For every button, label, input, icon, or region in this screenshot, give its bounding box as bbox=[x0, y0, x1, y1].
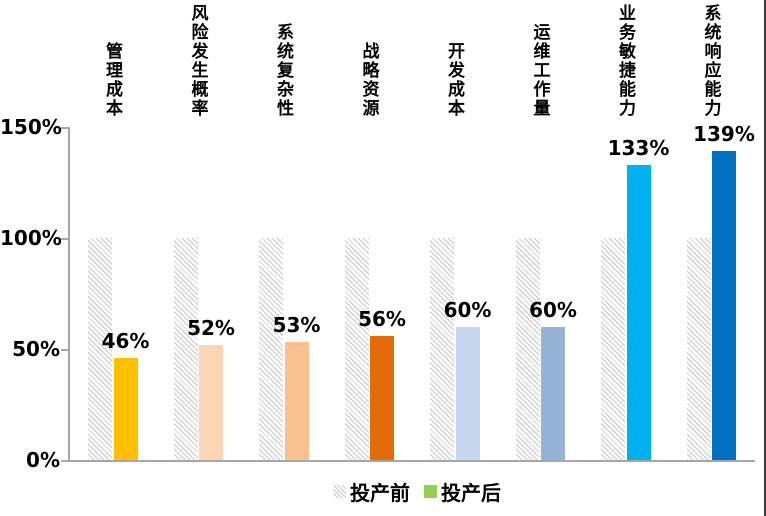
bar-after bbox=[284, 342, 309, 460]
data-label: 60% bbox=[443, 297, 492, 322]
data-label: 139% bbox=[693, 122, 755, 147]
bar-before bbox=[686, 238, 711, 460]
bar-after bbox=[113, 357, 138, 460]
bar-before bbox=[259, 238, 283, 460]
data-label: 52% bbox=[187, 315, 235, 340]
category-label: 风险发生概率 bbox=[187, 4, 208, 118]
y-axis-tick bbox=[61, 460, 68, 462]
data-label: 56% bbox=[358, 306, 406, 331]
category-label: 管理成本 bbox=[102, 42, 122, 118]
legend-label: 投产后 bbox=[441, 481, 501, 505]
y-axis-tick-label: 150% bbox=[0, 115, 62, 139]
legend-label: 投产前 bbox=[350, 481, 410, 505]
bar-before bbox=[430, 238, 454, 460]
y-axis-tick-label: 100% bbox=[0, 226, 62, 250]
category-label: 系统复杂性 bbox=[273, 23, 293, 118]
bar-before bbox=[344, 238, 369, 460]
data-label: 60% bbox=[529, 297, 577, 322]
data-label: 133% bbox=[607, 135, 670, 160]
bar-after bbox=[455, 326, 480, 460]
bar-after bbox=[370, 335, 394, 460]
bar-after bbox=[712, 151, 736, 460]
data-label: 53% bbox=[272, 313, 321, 338]
category-label: 运维工作量 bbox=[529, 23, 550, 118]
y-axis-tick-label: 50% bbox=[12, 337, 60, 361]
y-axis-tick bbox=[61, 127, 68, 129]
bar-after bbox=[541, 326, 565, 460]
chart-legend: 投产前 投产后 bbox=[333, 477, 501, 506]
bar-before bbox=[515, 238, 540, 460]
bar-before bbox=[173, 238, 198, 460]
bar-before bbox=[601, 238, 625, 460]
legend-item-after: 投产后 bbox=[424, 477, 501, 506]
bar-after bbox=[199, 344, 223, 460]
y-axis-tick bbox=[61, 238, 68, 240]
category-label: 战略资源 bbox=[358, 42, 379, 118]
legend-swatch-after bbox=[424, 485, 437, 498]
data-label: 46% bbox=[101, 328, 150, 353]
y-axis-tick-label: 0% bbox=[26, 448, 60, 472]
category-label: 开发成本 bbox=[444, 42, 464, 118]
category-label: 业务敏捷能力 bbox=[615, 4, 635, 118]
bar-before bbox=[88, 238, 112, 460]
y-axis-line bbox=[68, 127, 70, 460]
x-axis-line bbox=[68, 460, 755, 462]
bar-after bbox=[626, 164, 651, 460]
legend-item-before: 投产前 bbox=[333, 477, 410, 506]
y-axis-tick bbox=[61, 349, 68, 351]
category-label: 系统响应能力 bbox=[700, 4, 721, 118]
legend-swatch-before bbox=[333, 485, 346, 498]
